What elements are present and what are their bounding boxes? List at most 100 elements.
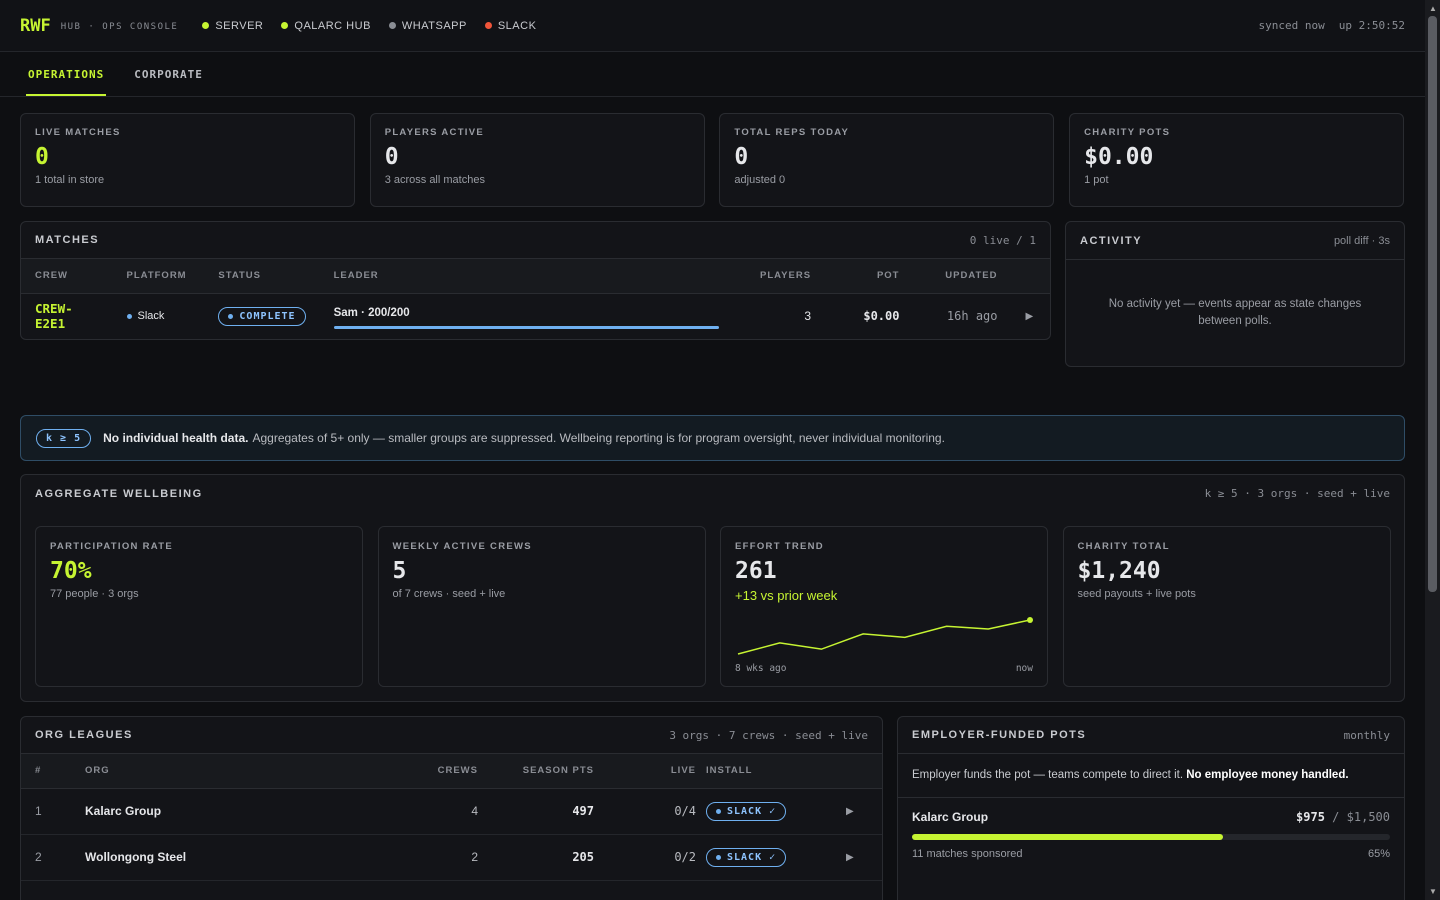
target: $1,500	[1346, 810, 1390, 824]
element: 16h ago	[913, 293, 1012, 339]
trend-start: 8 wks ago	[735, 663, 787, 674]
leagues-panel: ORG LEAGUES 3 orgs · 7 crews · seed + liv…	[20, 716, 883, 900]
pot-sub: 11 matches sponsored	[912, 848, 1023, 860]
metric-value: $1,240	[1077, 558, 1161, 584]
element: CREW-E2E1	[21, 293, 113, 339]
pot-item: Kalarc Group $975 / $1,500 11 matches spon…	[898, 798, 1404, 872]
metric-sub: +13 vs prior week	[735, 588, 838, 603]
element: Sam · 200/200	[319, 293, 733, 339]
kpi-card: CHARITY POTS $0.00 1 pot	[1069, 113, 1405, 207]
kpi-value: 0	[35, 144, 49, 170]
element	[281, 22, 289, 29]
metric-sub: 77 people · 3 orgs	[50, 588, 139, 600]
column-header	[1011, 259, 1050, 294]
panel-title: MATCHES	[35, 234, 100, 246]
cell: 0/4	[608, 788, 702, 835]
kpi-label: CHARITY POTS	[1084, 127, 1171, 138]
cell: 0/2	[608, 834, 702, 881]
subtitle: HUB · OPS CONSOLE	[60, 22, 179, 32]
element: Slack	[112, 293, 205, 339]
cell: 2	[402, 834, 492, 881]
install-pill: SLACK ✓	[706, 801, 787, 821]
pot-track	[912, 834, 1390, 840]
kpi-sub: 3 across all matches	[384, 174, 485, 186]
kpi-label: LIVE MATCHES	[35, 127, 121, 138]
status-label: SERVER	[215, 19, 264, 32]
element: AGGREGATE WELLBEING k ≥ 5 · 3 orgs · seed…	[21, 475, 1404, 512]
header: RWF HUB · OPS CONSOLE SERVER QALARC HUB …	[0, 0, 1425, 52]
pill-dot	[716, 808, 721, 814]
scroll-thumb	[1428, 16, 1437, 592]
brand: RWF	[20, 15, 51, 36]
pill-dot	[716, 854, 721, 860]
install-pill: SLACK ✓	[706, 847, 787, 867]
tab[interactable]: CORPORATE	[134, 68, 203, 81]
metric-sub: seed payouts + live pots	[1077, 588, 1196, 600]
sync: synced now up 2:50:52	[1245, 19, 1405, 32]
column-header: PLAYERS	[732, 259, 826, 294]
panel-meta: poll diff · 3s	[1333, 234, 1390, 247]
cell: SLACK ✓	[702, 788, 832, 835]
panel-title: AGGREGATE WELLBEING	[35, 487, 203, 500]
element: CREW PLATFORM STATUS LEADER PLAYERS POT UPDATE…	[21, 259, 1050, 294]
cell: ▶	[832, 788, 882, 835]
trend-end	[1027, 617, 1033, 623]
panel-meta: monthly	[1343, 728, 1390, 742]
kpi-card: PLAYERS ACTIVE 0 3 across all matches	[369, 113, 705, 207]
panel-meta: 3 orgs · 7 crews · seed + live	[669, 728, 868, 742]
metric-card: PARTICIPATION RATE 70% 77 people · 3 orgs	[35, 526, 363, 687]
column-header: STATUS	[204, 259, 320, 294]
trend-end-label: now	[1015, 663, 1033, 674]
metric-label: WEEKLY ACTIVE CREWS	[392, 541, 532, 552]
element	[484, 22, 492, 29]
scrollbar[interactable]: ▲ ▼	[1425, 0, 1440, 900]
status: WHATSAPP	[388, 20, 467, 32]
element: COMPLETE	[239, 310, 296, 322]
status: QALARC HUB	[281, 20, 371, 32]
kpi-sub: 1 total in store	[35, 174, 105, 186]
element: CREW PLATFORM STATUS LEADER PLAYERS POT UPDATE…	[21, 259, 1050, 339]
sparkline	[737, 617, 1033, 655]
progress-bar	[333, 326, 719, 329]
pot-amount: $975 / $1,500	[1296, 810, 1390, 824]
element: ORG LEAGUES 3 orgs · 7 crews · seed + liv…	[21, 717, 882, 754]
kpi-value: 0	[384, 144, 399, 170]
cell: 205	[492, 834, 608, 881]
league-row: 2 Wollongong Steel 2 205 0/2 SLACK ✓ ▶	[21, 834, 882, 881]
match-row[interactable]: CREW-E2E1 Slack COMPLETE Sam · 200/200 3…	[21, 293, 1050, 339]
element: ACTIVITY poll diff · 3s	[1066, 222, 1404, 259]
element	[202, 22, 210, 29]
element	[228, 313, 234, 319]
panel-title: ORG LEAGUES	[35, 729, 133, 741]
panel-meta: k ≥ 5 · 3 orgs · seed + live	[1204, 487, 1390, 500]
element: COMPLETE	[204, 293, 320, 339]
cell: 1	[21, 788, 71, 835]
element: MATCHES 0 live / 1	[21, 222, 1050, 259]
kpi-value: $0.00	[1084, 144, 1154, 170]
notice-badge: k ≥ 5	[36, 428, 92, 448]
trend-line	[737, 619, 1031, 655]
metric-card: CHARITY TOTAL $1,240 seed payouts + live p…	[1062, 526, 1391, 687]
status: SERVER	[202, 20, 263, 32]
leader: Sam · 200/200	[333, 307, 410, 319]
column-header	[832, 754, 882, 789]
cell: SLACK ✓	[702, 834, 832, 881]
column-header: CREWS	[402, 754, 492, 789]
column-header: CREW	[21, 259, 113, 294]
sep: /	[1324, 810, 1347, 824]
notice: k ≥ 5 No individual health data. Aggregat…	[20, 415, 1405, 461]
kpi-sub: adjusted 0	[734, 174, 786, 186]
kpi-sub: 1 pot	[1084, 174, 1109, 186]
panel-title: ACTIVITY	[1080, 234, 1143, 247]
pot-head: Kalarc Group $975 / $1,500	[912, 810, 1390, 824]
element: # ORG CREWS SEASON PTS LIVE INSTALL 1 Kalarc Gr…	[21, 754, 882, 881]
pots-intro: Employer funds the pot — teams compete t…	[898, 754, 1404, 798]
element: ▲	[1429, 4, 1437, 13]
status-pill: COMPLETE	[218, 306, 306, 326]
tab[interactable]: OPERATIONS	[26, 52, 107, 96]
panel-meta: 0 live / 1	[969, 233, 1036, 247]
panel-title: EMPLOYER-FUNDED POTS	[912, 729, 1087, 741]
element: Kalarc Group $975 / $1,500 11 matches spon…	[898, 798, 1404, 872]
